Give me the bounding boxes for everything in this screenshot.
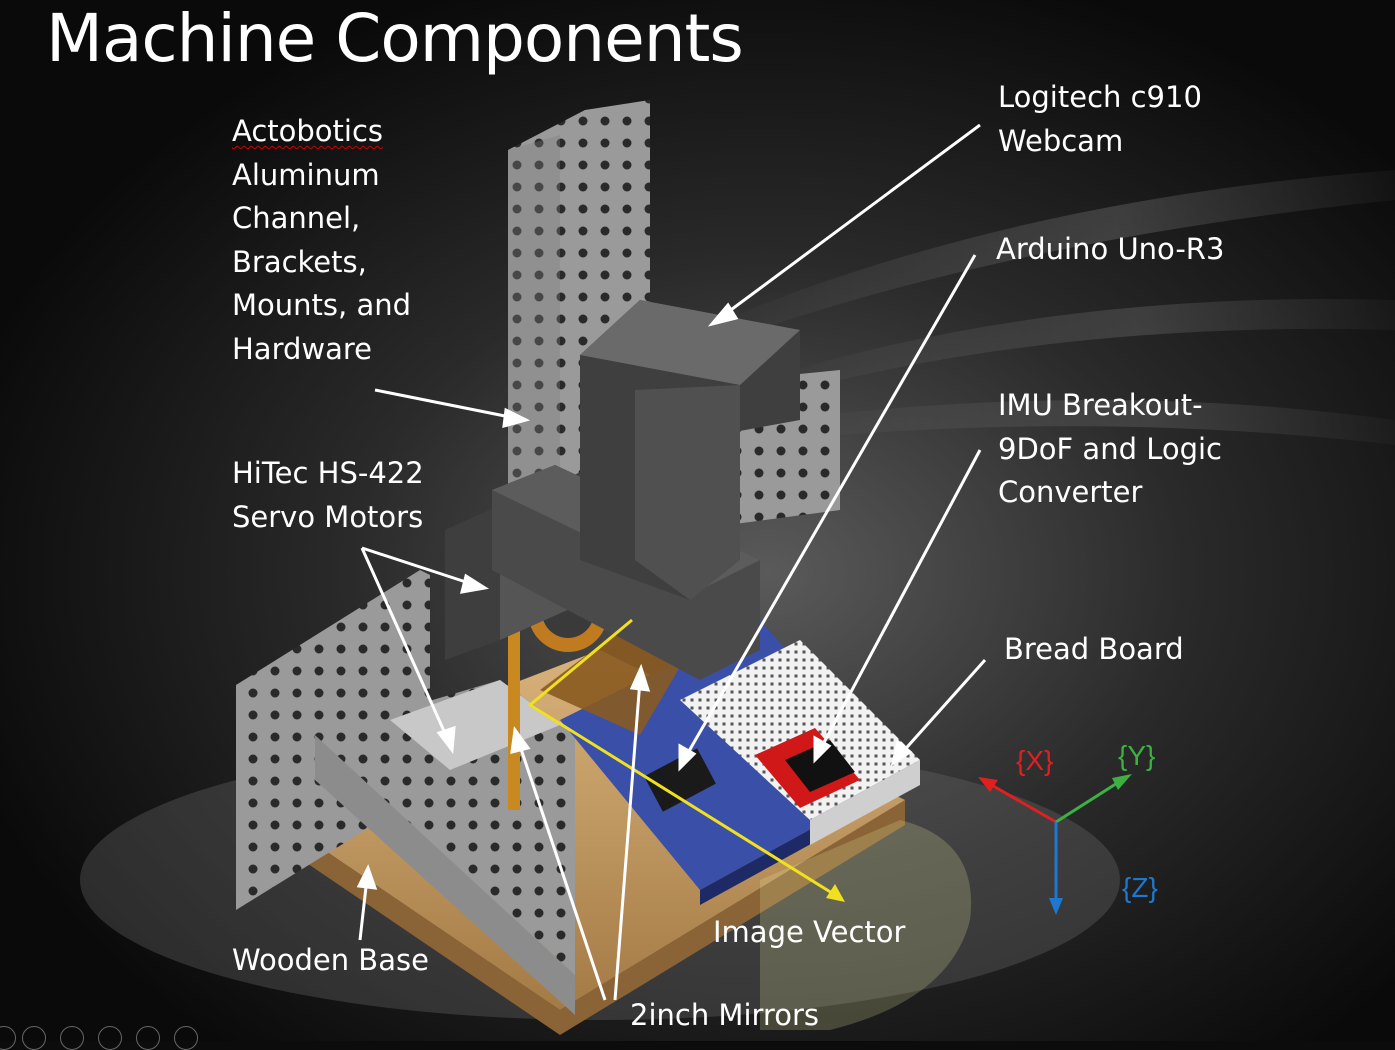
axis-z-label: {Z} — [1122, 872, 1158, 903]
label-imu: IMU Breakout- 9DoF and Logic Converter — [998, 384, 1222, 515]
label-webcam-line-2: Webcam — [998, 123, 1124, 158]
slide-nav-controls — [0, 1026, 200, 1050]
label-servo-line-2: Servo Motors — [232, 499, 424, 534]
back-icon[interactable] — [22, 1026, 46, 1050]
label-actobotics-line-2: Aluminum — [232, 157, 380, 192]
label-actobotics-line-3: Channel, — [232, 201, 361, 235]
slide-title: Machine Components — [46, 0, 744, 77]
label-actobotics-line-1: Actobotics — [232, 114, 384, 148]
label-actobotics: Actobotics Aluminum Channel, Brackets, M… — [232, 110, 411, 371]
label-breadboard-line-1: Bread Board — [1004, 632, 1184, 666]
label-imu-line-1: IMU Breakout- — [998, 388, 1203, 422]
prev-slide-icon[interactable] — [0, 1026, 16, 1050]
label-actobotics-line-4: Brackets, — [232, 244, 367, 279]
more-icon[interactable] — [174, 1026, 198, 1050]
label-image-vector: Image Vector — [713, 911, 905, 955]
label-wooden-base-line-1: Wooden Base — [232, 943, 429, 977]
label-actobotics-line-6: Hardware — [232, 331, 373, 366]
label-imu-line-3: Converter — [998, 475, 1143, 509]
label-webcam: Logitech c910 Webcam — [998, 76, 1202, 163]
pen-icon[interactable] — [60, 1026, 84, 1050]
axis-x-label: {X} — [1016, 745, 1054, 776]
label-webcam-line-1: Logitech c910 — [998, 80, 1202, 114]
label-actobotics-line-5: Mounts, and — [232, 288, 411, 322]
label-mirrors-line-1: 2inch Mirrors — [630, 998, 819, 1032]
zoom-icon[interactable] — [136, 1026, 160, 1050]
label-wooden-base: Wooden Base — [232, 939, 429, 983]
label-arduino-line-1: Arduino Uno-R3 — [996, 232, 1225, 266]
label-servo: HiTec HS-422 Servo Motors — [232, 452, 424, 539]
label-servo-line-1: HiTec HS-422 — [232, 456, 424, 490]
label-mirrors: 2inch Mirrors — [630, 994, 819, 1038]
label-breadboard: Bread Board — [1004, 628, 1184, 672]
label-image-vector-line-1: Image Vector — [713, 915, 906, 949]
label-arduino: Arduino Uno-R3 — [996, 228, 1224, 272]
grid-icon[interactable] — [98, 1026, 122, 1050]
axis-y-label: {Y} — [1118, 740, 1156, 771]
label-imu-line-2: 9DoF and Logic — [998, 431, 1222, 466]
